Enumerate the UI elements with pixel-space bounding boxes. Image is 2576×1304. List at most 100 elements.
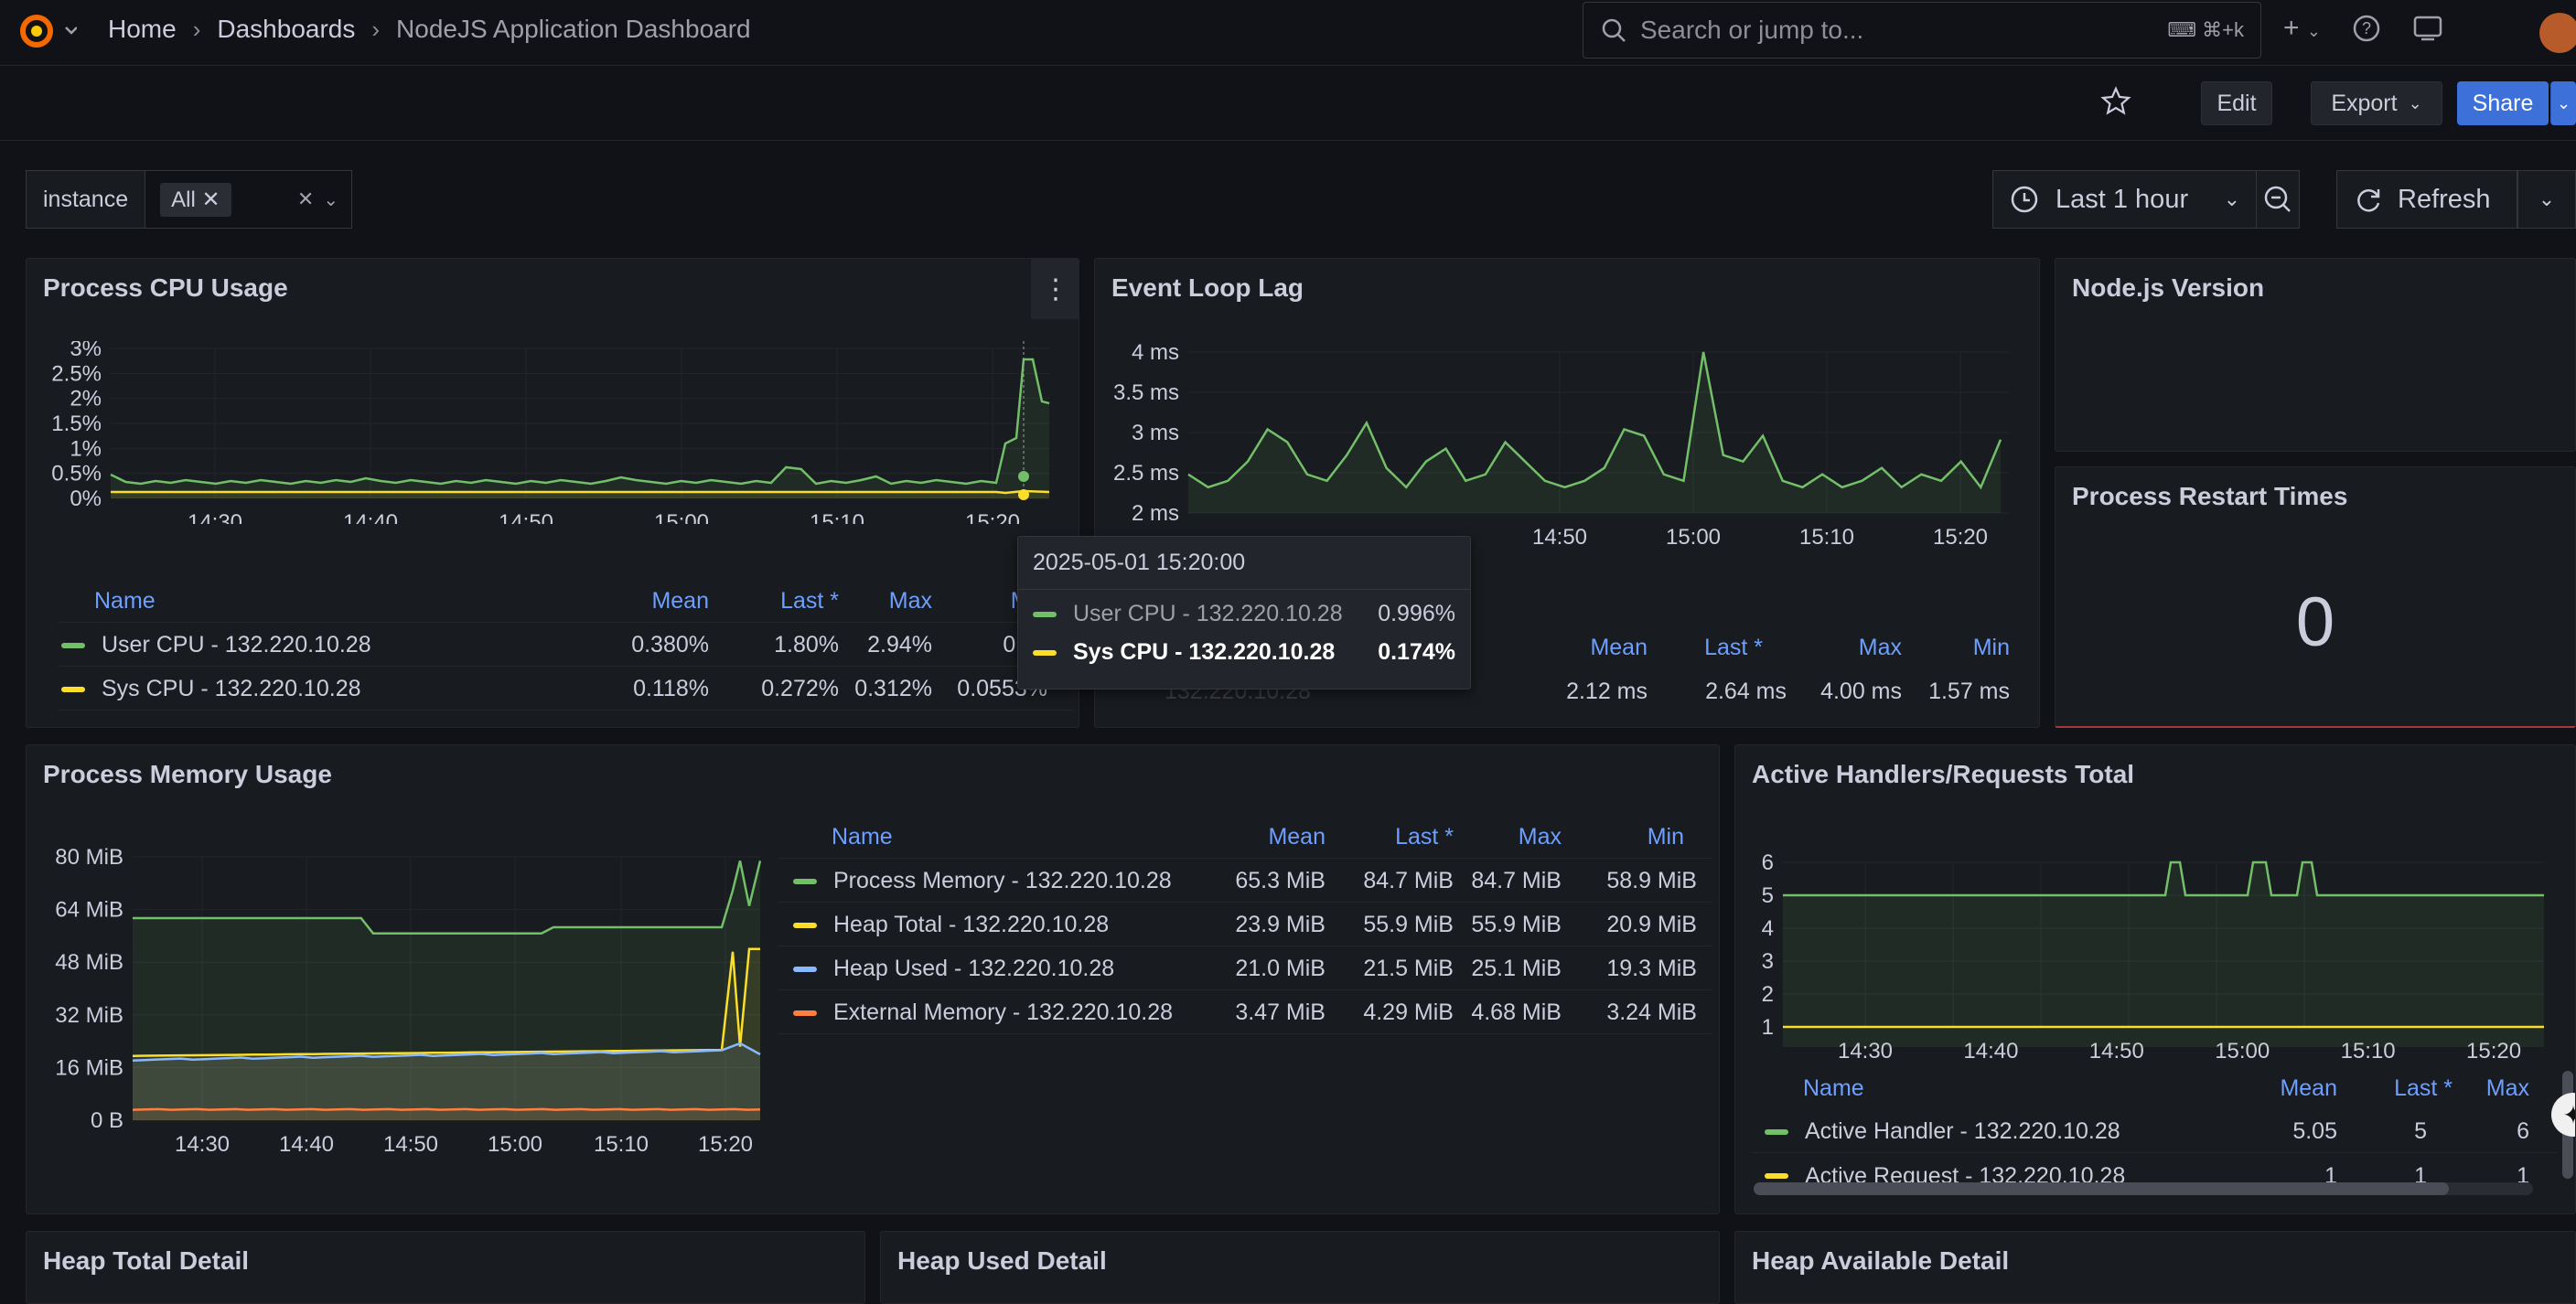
handlers-chart[interactable]: 6 5 4 3 2 1 14:30 14:40 14:50 15:00 15:10 15:20	[1735, 818, 2576, 1074]
x-tick-label: 15:00	[1666, 525, 1721, 550]
legend-row[interactable]: Heap Used - 132.220.10.28 21.0 MiB 21.5 Mi…	[778, 948, 1712, 990]
legend-header: Name Mean Last * Max	[1752, 1067, 2557, 1109]
dashboard-toolbar: Edit Export ⌄ Share ⌄	[0, 66, 2576, 141]
breadcrumb-dashboards[interactable]: Dashboards	[217, 15, 356, 43]
x-tick-label: 14:30	[175, 1132, 230, 1157]
series-min: 58.9 MiB	[1606, 868, 1697, 893]
x-tick-label: 15:10	[1799, 525, 1854, 550]
search-input[interactable]: Search or jump to... ⌨ ⌘+k	[1583, 2, 2261, 59]
legend-row[interactable]: External Memory - 132.220.10.28 3.47 MiB 4…	[778, 992, 1712, 1034]
time-range-picker[interactable]: Last 1 hour ⌄	[1992, 170, 2258, 229]
y-tick-label: 48 MiB	[55, 950, 123, 975]
panel-menu-icon[interactable]: ⋮	[1031, 259, 1079, 319]
export-button[interactable]: Export ⌄	[2311, 81, 2442, 125]
refresh-interval-button[interactable]: ⌄	[2517, 170, 2576, 229]
legend-col-mean[interactable]: Mean	[651, 588, 709, 614]
series-mean: 1	[2324, 1162, 2337, 1189]
share-button[interactable]: Share	[2457, 81, 2549, 125]
panel-process-cpu-usage[interactable]: Process CPU Usage ⋮ 3% 2.5% 2% 1.5% 1% 0.5% 0%…	[26, 258, 1079, 728]
legend-row[interactable]: User CPU - 132.220.10.28 0.380% 1.80% 2.…	[58, 625, 1073, 667]
series-mean: 21.0 MiB	[1235, 956, 1326, 981]
star-icon[interactable]	[2100, 86, 2131, 117]
legend-col-name[interactable]: Name	[1803, 1074, 1864, 1101]
series-mean: 2.12 ms	[1566, 678, 1648, 704]
legend-col-max[interactable]: Max	[1858, 634, 1902, 660]
close-icon[interactable]: ✕	[201, 187, 220, 212]
horizontal-scrollbar[interactable]	[1754, 1182, 2533, 1195]
x-tick-label: 14:50	[1532, 525, 1587, 550]
variable-instance: instance All ✕ ✕ ⌄	[26, 170, 353, 229]
kiosk-mode-icon[interactable]	[2412, 14, 2443, 43]
legend-col-min[interactable]: Min	[1647, 824, 1684, 850]
series-name: Process Memory - 132.220.10.28	[833, 868, 1172, 893]
panel-process-restart-times[interactable]: Process Restart Times 0	[2055, 466, 2576, 728]
series-mean: 0.118%	[633, 676, 709, 701]
y-tick-label: 2	[1762, 982, 1774, 1007]
legend-col-max[interactable]: Max	[2485, 1074, 2529, 1101]
series-name: Heap Used - 132.220.10.28	[833, 956, 1115, 981]
refresh-button[interactable]: Refresh	[2336, 170, 2517, 229]
legend-col-mean[interactable]: Mean	[1590, 634, 1648, 660]
legend-col-max[interactable]: Max	[888, 588, 932, 614]
legend-col-last[interactable]: Last *	[1704, 634, 1763, 660]
legend-row[interactable]: Active Handler - 132.220.10.28 5.05 5 6	[1752, 1111, 2557, 1153]
series-color-swatch	[793, 966, 817, 972]
series-mean: 5.05	[2292, 1118, 2337, 1144]
x-tick-label: 15:20	[965, 510, 1020, 524]
help-icon[interactable]: ?	[2352, 14, 2381, 43]
export-label: Export	[2331, 90, 2398, 116]
clear-icon[interactable]: ✕	[296, 187, 315, 210]
legend-col-last[interactable]: Last *	[1395, 824, 1454, 850]
scrollbar-thumb[interactable]	[1754, 1182, 2449, 1195]
legend-col-last[interactable]: Last *	[2394, 1074, 2453, 1101]
active-handler-series-line	[1783, 860, 2544, 897]
add-new-icon[interactable]: + ⌄	[2283, 13, 2321, 43]
legend-header: Name Mean Last * Max Min	[778, 817, 1712, 859]
series-name: External Memory - 132.220.10.28	[833, 999, 1174, 1025]
user-avatar[interactable]	[2539, 13, 2576, 53]
legend-row[interactable]: Heap Total - 132.220.10.28 23.9 MiB 55.9 M…	[778, 904, 1712, 946]
panel-process-memory-usage[interactable]: Process Memory Usage 80 MiB 64 MiB 48 MiB 3…	[26, 744, 1720, 1214]
legend-row[interactable]: Process Memory - 132.220.10.28 65.3 MiB 84…	[778, 860, 1712, 903]
external-memory-series-area	[133, 1108, 760, 1120]
y-tick-label: 2.5%	[51, 361, 102, 386]
y-tick-label: 16 MiB	[55, 1055, 123, 1080]
series-max: 4.00 ms	[1820, 678, 1902, 704]
panel-title: Heap Available Detail	[1752, 1246, 2010, 1275]
legend-col-name[interactable]: Name	[832, 824, 893, 850]
legend-col-name[interactable]: Name	[94, 588, 156, 614]
y-tick-label: 2%	[70, 387, 102, 412]
time-range-label: Last 1 hour	[2055, 184, 2189, 214]
x-tick-label: 15:10	[810, 510, 864, 524]
legend-row[interactable]: Sys CPU - 132.220.10.28 0.118% 0.272% 0.…	[58, 668, 1073, 711]
series-color-swatch	[793, 922, 817, 928]
lag-chart[interactable]: 4 ms 3.5 ms 3 ms 2.5 ms 2 ms 14:50 15:00 15:10 1…	[1095, 341, 2040, 579]
chevron-down-icon: ⌄	[2538, 187, 2556, 210]
grafana-logo-icon[interactable]	[16, 11, 78, 56]
breadcrumb-home[interactable]: Home	[108, 15, 177, 43]
legend-col-max[interactable]: Max	[1518, 824, 1562, 850]
panel-heap-total-detail[interactable]: Heap Total Detail	[26, 1231, 865, 1304]
legend-col-last[interactable]: Last *	[780, 588, 839, 614]
series-last: 55.9 MiB	[1363, 912, 1454, 937]
chevron-down-icon: ⌄	[2223, 187, 2240, 210]
legend-col-min[interactable]: Min	[1972, 634, 2010, 660]
panel-heap-used-detail[interactable]: Heap Used Detail	[880, 1231, 1720, 1304]
legend-col-mean[interactable]: Mean	[1268, 824, 1326, 850]
cpu-chart[interactable]: 3%2.5%2%1.5%1%0.5%0% 14:30 14:40 14:50 15:00…	[27, 341, 1079, 524]
edit-button[interactable]: Edit	[2201, 81, 2272, 125]
variable-select[interactable]: All ✕ ✕ ⌄	[145, 170, 353, 229]
panel-active-handlers-requests[interactable]: Active Handlers/Requests Total 6 5 4 3 2 1 14:…	[1734, 744, 2576, 1214]
zoom-out-button[interactable]	[2256, 170, 2300, 229]
share-dropdown-button[interactable]: ⌄	[2550, 81, 2576, 125]
active-handler-series-area	[1783, 862, 2544, 1047]
breadcrumb: Home › Dashboards › NodeJS Application D…	[108, 15, 751, 44]
memory-chart[interactable]: 80 MiB 64 MiB 48 MiB 32 MiB 16 MiB 0 B 14:30 14…	[27, 818, 777, 1212]
series-max: 1	[2517, 1162, 2529, 1189]
series-min: 3.24 MiB	[1606, 999, 1697, 1025]
legend-col-mean[interactable]: Mean	[2280, 1074, 2337, 1101]
series-min: 19.3 MiB	[1606, 956, 1697, 981]
panel-heap-available-detail[interactable]: Heap Available Detail	[1734, 1231, 2576, 1304]
panel-nodejs-version[interactable]: Node.js Version	[2055, 258, 2576, 452]
chevron-down-icon[interactable]: ⌄	[323, 189, 339, 210]
